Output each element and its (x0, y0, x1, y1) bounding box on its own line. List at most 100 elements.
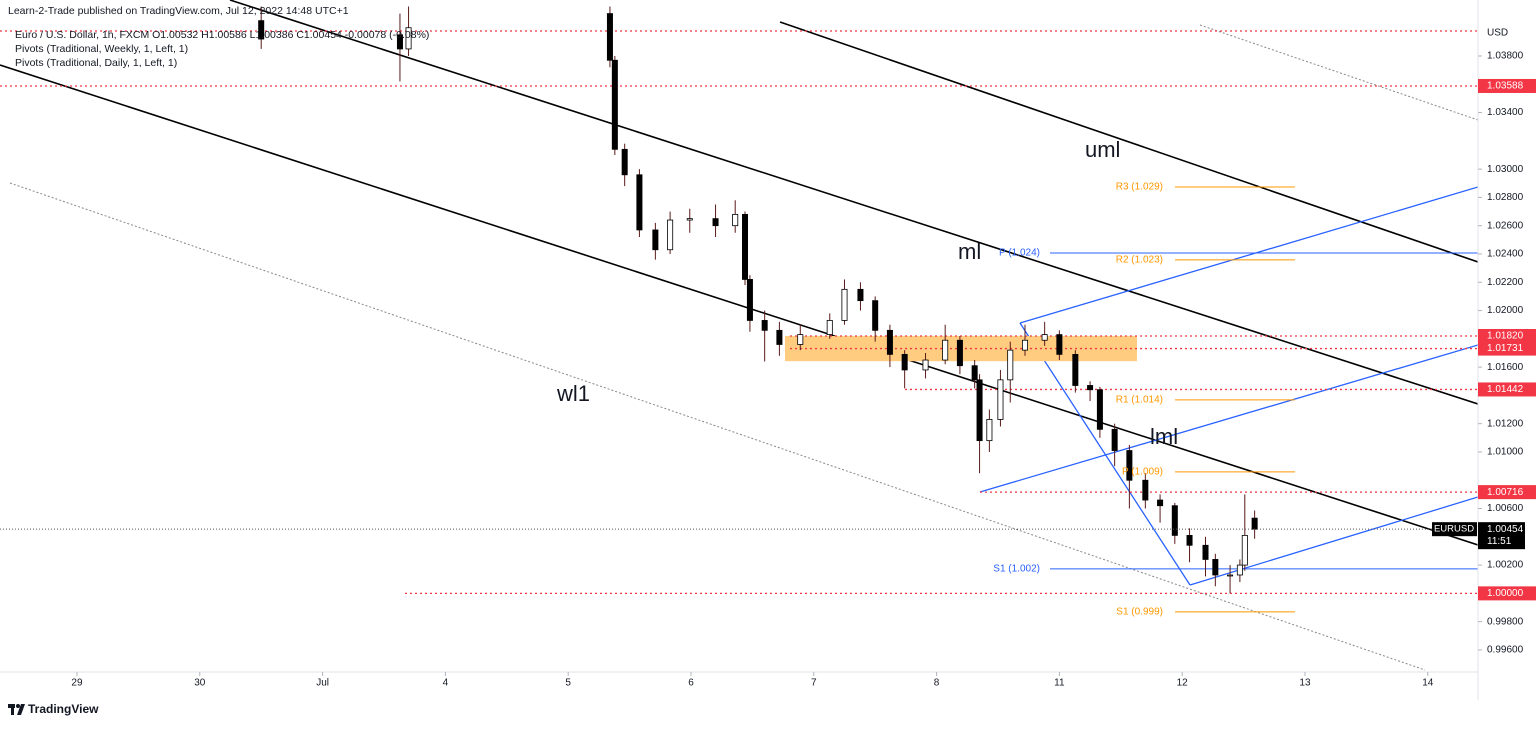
candle-body (405, 27, 412, 50)
symbol-box (1432, 522, 1477, 537)
candle-body (1111, 428, 1118, 451)
candle-body (997, 379, 1004, 420)
x-tick-label: 11 (1054, 678, 1065, 689)
pivot-label: R2 (1.023) (1116, 255, 1163, 266)
candle-body (971, 365, 978, 381)
annotation: wl1 (556, 381, 590, 406)
candle-body (611, 59, 618, 150)
pivot-label: R1 (1.014) (1116, 395, 1163, 406)
published: Learn-2-Trade published on TradingView.c… (8, 5, 349, 17)
last-price-label: 1.00454 (1487, 524, 1524, 535)
candle-body (942, 339, 949, 361)
x-tick-label: 29 (71, 678, 83, 689)
level-label-box (1478, 586, 1536, 601)
level-label: 1.00000 (1487, 588, 1524, 599)
lml-line (0, 64, 1478, 546)
logo (8, 704, 25, 715)
candle-body (826, 320, 833, 335)
y-tick-label: 1.02400 (1487, 249, 1524, 260)
pitchfork (1019, 322, 1191, 586)
x-tick-label: 4 (443, 678, 449, 689)
y-tick-label: 1.00200 (1487, 560, 1524, 571)
candle-body (712, 218, 719, 227)
candle-body (1041, 334, 1048, 341)
level-label-box (1478, 341, 1536, 356)
candle-body (1251, 517, 1258, 530)
candle-body (652, 229, 659, 251)
candle-body (1087, 385, 1094, 391)
candle-body (1236, 564, 1243, 576)
countdown: 11:51 (1487, 536, 1512, 547)
y-tick-label: 1.02600 (1487, 220, 1524, 231)
annotation: uml (1085, 137, 1120, 162)
candle-body (901, 353, 908, 371)
y-tick-label: 1.01000 (1487, 447, 1524, 458)
candle-body (1072, 353, 1079, 386)
y-tick-label: 1.02000 (1487, 305, 1524, 316)
candle-body (886, 329, 893, 355)
candle-body (258, 20, 265, 40)
pivot-label: P (1.009) (1122, 467, 1163, 478)
candle-body (606, 13, 613, 61)
trend-line (1199, 24, 1478, 121)
candle-body (746, 279, 753, 321)
symbol-label: EURUSD (1434, 524, 1474, 535)
candle-body (986, 419, 993, 442)
x-tick-label: 5 (565, 678, 571, 689)
last-price-box (1478, 522, 1525, 550)
x-tick-label: 13 (1299, 678, 1311, 689)
symbol-line: Euro / U.S. Dollar, 1h, FXCM O1.00532 H1… (15, 29, 429, 41)
candle-body (621, 148, 628, 176)
candle-body (956, 339, 963, 367)
level-label-box (1478, 78, 1536, 93)
x-tick-label: 6 (688, 678, 694, 689)
x-tick-label: 7 (811, 678, 817, 689)
candle-body (1157, 499, 1164, 507)
candle-body (841, 288, 848, 321)
candle-body (1212, 559, 1219, 576)
annotation: lml (1150, 424, 1178, 449)
footer: TradingView (28, 702, 99, 716)
candle-body (1007, 349, 1014, 381)
y-tick-label: 1.02800 (1487, 192, 1524, 203)
candle-body (1126, 450, 1133, 481)
y-tick-label: 1.01200 (1487, 418, 1524, 429)
y-tick-label: 1.03000 (1487, 164, 1524, 175)
candle-body (742, 213, 749, 280)
pivot-label: P (1.024) (999, 248, 1040, 259)
y-tick-label: 0.99600 (1487, 645, 1524, 656)
candle-body (976, 379, 983, 442)
x-tick-label: 12 (1177, 678, 1189, 689)
candle-body (1021, 339, 1028, 351)
pitchfork (1019, 186, 1478, 324)
candle-body (797, 334, 804, 345)
candle-body (1096, 389, 1103, 430)
candle-body (1202, 544, 1209, 560)
y-tick-label: 0.99800 (1487, 616, 1524, 627)
ml-line (229, 0, 1478, 405)
candle-body (1186, 534, 1193, 546)
level-label: 1.01731 (1487, 343, 1524, 354)
level-label: 1.00716 (1487, 487, 1524, 498)
pivot-label: S1 (1.002) (993, 564, 1040, 575)
y-tick-label: 1.02200 (1487, 277, 1524, 288)
x-tick-label: Jul (316, 678, 329, 689)
x-tick-label: 8 (934, 678, 940, 689)
level-label: 1.01442 (1487, 384, 1524, 395)
drawings (0, 0, 1478, 671)
pitchfork (979, 344, 1478, 493)
pivot-label: R3 (1.029) (1116, 182, 1163, 193)
candle-body (732, 213, 739, 227)
candle-body (872, 300, 879, 331)
x-tick-label: 30 (194, 678, 206, 689)
level-label-box (1478, 329, 1536, 343)
x-tick-label: 14 (1422, 678, 1434, 689)
level-label-box (1478, 485, 1536, 500)
candle-body (636, 174, 643, 231)
level-label: 1.03588 (1487, 81, 1524, 92)
candle-body (776, 329, 783, 345)
y-tick-label: 1.03800 (1487, 51, 1524, 62)
candle-body (1171, 505, 1178, 536)
